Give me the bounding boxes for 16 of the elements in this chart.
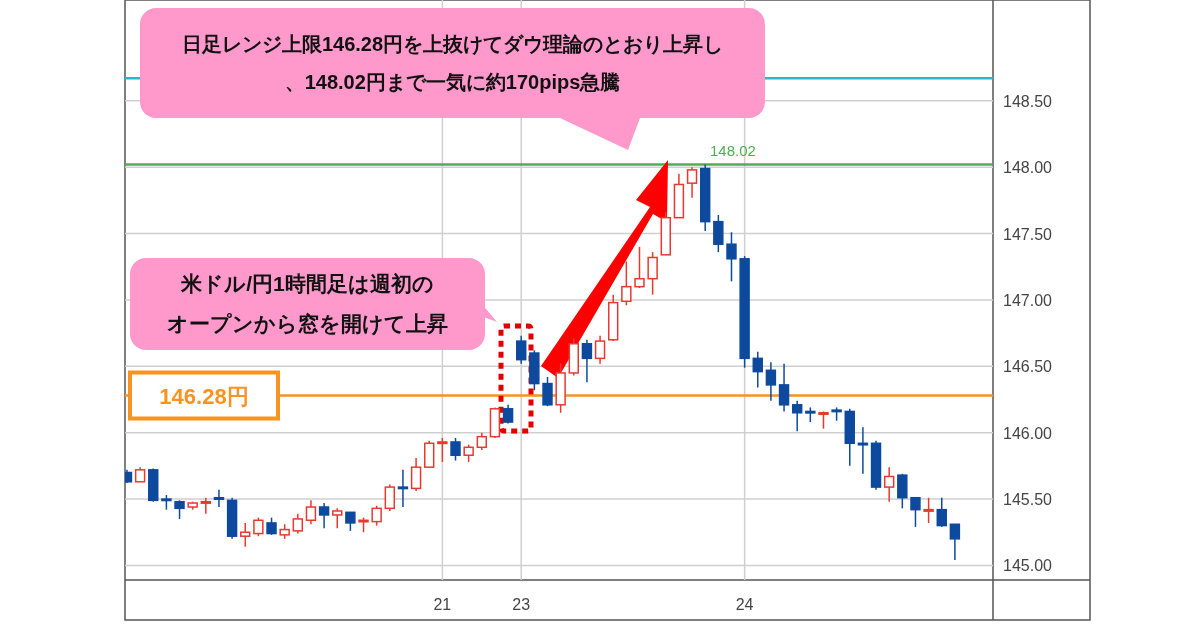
x-tick-label: 24 bbox=[735, 596, 754, 613]
annotation: 日足レンジ上限146.28円を上抜けてダウ理論のとおり上昇し、148.02円まで一気に約170pips急騰 bbox=[181, 33, 724, 93]
x-tick-label: 23 bbox=[512, 596, 531, 613]
y-tick-label: 147.00 bbox=[1003, 291, 1053, 309]
x-tick-label: 21 bbox=[433, 596, 452, 613]
ref-line-label: 146.28円 bbox=[159, 383, 249, 409]
y-tick-label: 146.00 bbox=[1003, 424, 1053, 442]
y-tick-label: 146.50 bbox=[1003, 358, 1053, 376]
annotation: 米ドル/円1時間足は週初のオープンから窓を開けて上昇 bbox=[167, 272, 448, 337]
callout: 米ドル/円1時間足は週初のオープンから窓を開けて上昇 bbox=[130, 258, 497, 350]
y-tick-label: 145.00 bbox=[1003, 557, 1053, 575]
y-tick-label: 147.50 bbox=[1003, 225, 1053, 243]
y-tick-label: 148.50 bbox=[1003, 92, 1053, 110]
ref-label: 146.28円 bbox=[128, 370, 280, 421]
y-tick-label: 145.50 bbox=[1003, 491, 1053, 509]
y-tick-label: 148.00 bbox=[1003, 159, 1053, 177]
